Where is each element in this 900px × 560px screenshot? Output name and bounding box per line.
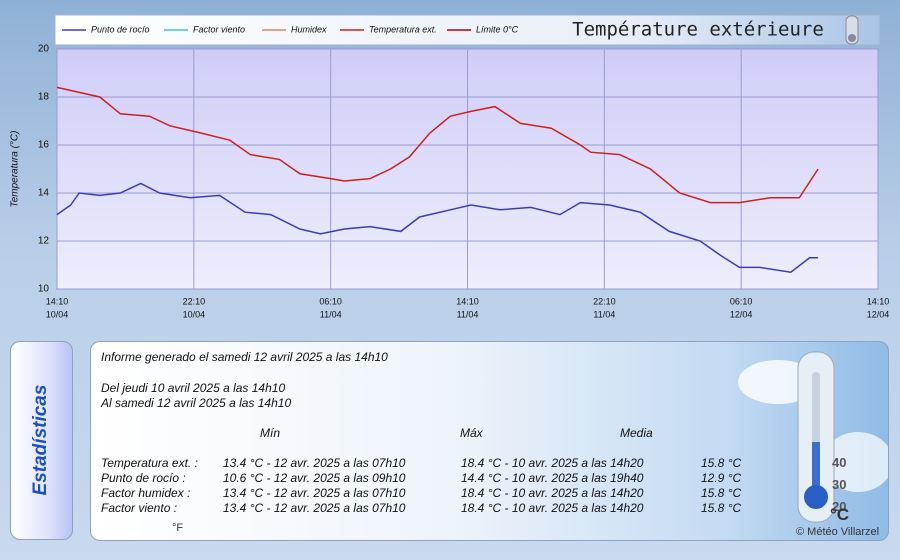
legend-label: Temperatura ext. <box>369 24 437 34</box>
y-axis-label: Temperatura (°C) <box>10 131 21 208</box>
stat-value: 13.4 °C - 12 avr. 2025 a las 07h10 <box>223 456 406 470</box>
thermo-scale-label: 40 <box>832 455 847 470</box>
y-tick-label: 20 <box>38 44 50 55</box>
x-tick-date: 10/04 <box>183 309 206 319</box>
period-from: Del jeudi 10 avril 2025 a las 14h10 <box>101 381 286 395</box>
x-tick-date: 11/04 <box>593 309 615 319</box>
stat-value: 15.8 °C <box>701 486 742 500</box>
legend-label: Factor viento <box>193 24 245 34</box>
legend-label: Punto de rocío <box>91 24 150 34</box>
x-tick-label: 14:10 <box>867 296 890 306</box>
thermometer <box>738 351 888 523</box>
x-tick-label: 06:10 <box>730 296 753 306</box>
stat-value: 13.4 °C - 12 avr. 2025 a las 07h10 <box>223 486 406 500</box>
legend-label: Límite 0°C <box>476 24 519 34</box>
legend-label: Humidex <box>291 24 327 34</box>
series-line <box>56 182 819 273</box>
thermo-unit: °C <box>830 505 850 524</box>
y-tick-label: 12 <box>38 236 50 247</box>
stat-label: Temperatura ext. : <box>101 456 198 470</box>
stat-label: Factor humidex : <box>101 486 191 500</box>
header-mean: Media <box>620 426 653 440</box>
y-tick-label: 16 <box>38 140 50 151</box>
stat-value: 15.8 °C <box>701 456 742 470</box>
x-tick-label: 14:10 <box>46 296 69 306</box>
x-tick-date: 10/04 <box>46 309 69 319</box>
title-icon <box>845 15 859 45</box>
series-line <box>56 86 819 204</box>
stat-value: 14.4 °C - 10 avr. 2025 a las 19h40 <box>461 471 644 485</box>
x-tick-label: 22:10 <box>593 296 616 306</box>
stat-value: 15.8 °C <box>701 501 742 515</box>
stat-value: 18.4 °C - 10 avr. 2025 a las 14h20 <box>461 486 644 500</box>
side-title: Estadísticas <box>30 384 51 496</box>
report-generated: Informe generado el samedi 12 avril 2025… <box>101 350 388 364</box>
thermo-scale-label: 30 <box>832 477 847 492</box>
stat-value: 18.4 °C - 10 avr. 2025 a las 14h20 <box>461 501 644 515</box>
credit: © Météo Villarzel <box>796 526 880 538</box>
thermo-scale-label: 20 <box>832 499 847 514</box>
y-tick-label: 14 <box>38 188 50 199</box>
x-tick-label: 14:10 <box>456 296 479 306</box>
side-panel: Estadísticas <box>10 341 73 540</box>
x-tick-date: 12/04 <box>730 309 753 319</box>
y-tick-label: 10 <box>38 284 50 295</box>
stat-value: 10.6 °C - 12 avr. 2025 a las 09h10 <box>223 471 406 485</box>
header-min: Mín <box>260 426 281 440</box>
stat-value: 12.9 °C <box>701 471 742 485</box>
x-tick-date: 11/04 <box>320 309 342 319</box>
period-to: Al samedi 12 avril 2025 a las 14h10 <box>101 396 292 410</box>
x-tick-label: 06:10 <box>319 296 342 306</box>
thermo-unit-f: °F <box>172 522 184 534</box>
x-tick-label: 22:10 <box>183 296 206 306</box>
stats-panel: °F <box>90 341 889 541</box>
x-tick-date: 12/04 <box>867 309 890 319</box>
x-tick-date: 11/04 <box>457 309 479 319</box>
stat-value: 13.4 °C - 12 avr. 2025 a las 07h10 <box>223 501 406 515</box>
stat-value: 18.4 °C - 10 avr. 2025 a las 14h20 <box>461 456 644 470</box>
chart: Température extérieure Temperatura (°C) … <box>10 14 890 319</box>
y-tick-label: 18 <box>38 92 50 103</box>
chart-title: Température extérieure <box>572 19 824 41</box>
stat-label: Factor viento : <box>101 501 178 515</box>
stat-label: Punto de rocío : <box>101 471 186 485</box>
header-max: Máx <box>460 426 483 440</box>
